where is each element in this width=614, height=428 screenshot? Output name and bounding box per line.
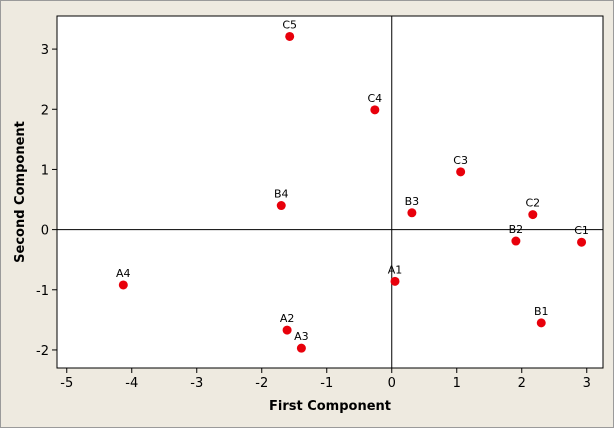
data-point (118, 280, 128, 290)
data-point (577, 237, 587, 247)
y-tick-label: 3 (41, 43, 49, 58)
x-tick-label: -4 (125, 376, 138, 391)
data-point-label: B4 (274, 188, 289, 201)
data-point (370, 105, 380, 115)
data-point (536, 318, 546, 328)
data-point (528, 210, 538, 220)
data-point-label: A3 (294, 330, 309, 343)
data-point (285, 31, 295, 41)
data-point (407, 208, 417, 218)
data-point-label: B2 (509, 223, 524, 236)
data-point (296, 343, 306, 353)
data-point-label: A4 (116, 267, 131, 280)
x-tick-label: 3 (583, 376, 591, 391)
y-tick-label: -1 (36, 284, 49, 299)
data-point-label: B1 (534, 305, 549, 318)
x-tick-label: -2 (255, 376, 268, 391)
y-tick-label: 1 (41, 163, 49, 178)
y-axis-title: Second Component (13, 121, 28, 263)
x-tick-label: -1 (320, 376, 333, 391)
data-point-label: C1 (574, 224, 589, 237)
y-tick-label: 0 (41, 224, 49, 239)
x-axis: -5 -4 -3 -2 -1 0 1 2 3 (60, 368, 591, 391)
x-tick-label: 1 (453, 376, 461, 391)
data-point (390, 276, 400, 286)
data-point-label: C5 (282, 18, 297, 31)
data-point-label: C3 (453, 154, 468, 167)
data-point (511, 236, 521, 246)
data-point-label: B3 (405, 195, 420, 208)
data-point (456, 167, 466, 177)
data-point (276, 201, 286, 211)
data-point-label: A2 (280, 312, 295, 325)
reference-lines (57, 16, 603, 368)
data-point-label: C4 (368, 92, 383, 105)
data-point (282, 325, 292, 335)
y-axis: -2 -1 0 1 2 3 (36, 43, 57, 359)
x-axis-title: First Component (269, 399, 391, 414)
y-tick-label: -2 (36, 344, 49, 359)
x-tick-label: 0 (388, 376, 396, 391)
x-tick-label: 2 (518, 376, 526, 391)
x-tick-label: -5 (60, 376, 73, 391)
y-tick-label: 2 (41, 103, 49, 118)
data-point-label: A1 (388, 263, 403, 276)
plot-area (56, 15, 604, 369)
data-point-label: C2 (525, 197, 540, 210)
x-tick-label: -3 (190, 376, 203, 391)
